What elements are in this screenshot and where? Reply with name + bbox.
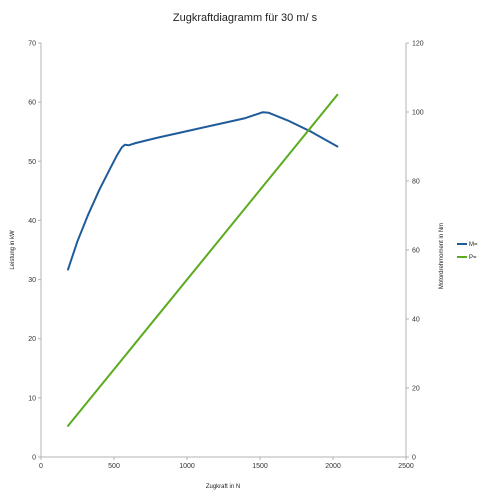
- y-axis-label-right: Motordrehmoment in Nm: [439, 223, 445, 289]
- x-tick-label: 1000: [179, 463, 195, 470]
- x-tick-label: 500: [108, 463, 120, 470]
- x-tick-label: 1500: [252, 463, 268, 470]
- y-right-tick-label: 80: [412, 179, 420, 186]
- y-left-tick-label: 40: [28, 218, 36, 225]
- x-tick-label: 2000: [325, 463, 341, 470]
- y-right-tick-label: 0: [412, 455, 416, 462]
- y-left-tick-label: 10: [28, 395, 36, 402]
- y-right-tick-label: 40: [412, 317, 420, 324]
- y-left-tick-label: 30: [28, 277, 36, 284]
- legend-label-p: P=: [469, 255, 477, 261]
- series-line-m: [67, 111, 339, 271]
- y-left-tick-label: 20: [28, 336, 36, 343]
- y-left-tick-label: 60: [28, 100, 36, 107]
- series-layer: [67, 93, 339, 427]
- x-axis-label: Zugkraft in N: [206, 484, 240, 490]
- y-right-tick-label: 20: [412, 386, 420, 393]
- y-right-tick-label: 60: [412, 248, 420, 255]
- y-right-tick-label: 100: [412, 110, 424, 117]
- y-right-tick-label: 120: [412, 41, 424, 48]
- tick-labels: 0 500 1000 1500 2000 250001020304050607002040…: [28, 41, 424, 471]
- y-axis-label-left: Leistung in kW: [10, 230, 16, 270]
- y-left-tick-label: 0: [32, 455, 36, 462]
- series-line-p: [67, 93, 339, 427]
- chart-title: Zugkraftdiagramm für 30 m/ s: [173, 12, 318, 24]
- y-left-tick-label: 70: [28, 41, 36, 48]
- y-left-tick-label: 50: [28, 159, 36, 166]
- legend-label-m: M=: [469, 242, 478, 248]
- legend: M= P=: [457, 242, 478, 261]
- x-tick-label: 0: [39, 463, 43, 470]
- x-tick-label: 2500: [398, 463, 414, 470]
- axes: [40, 43, 407, 458]
